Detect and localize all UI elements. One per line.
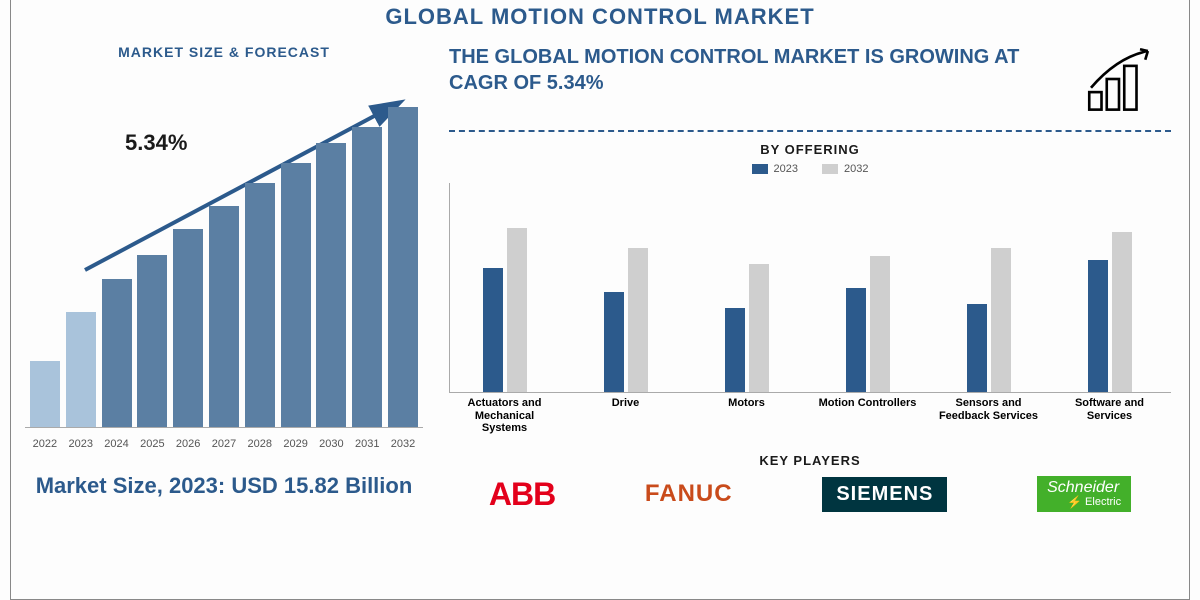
x-label: 2025 [136,438,168,450]
bar-col [136,255,168,427]
bar-col [29,361,61,427]
offering-bar-2023 [725,308,745,392]
x-label: 2032 [387,438,419,450]
logos-row: ABB FANUC SIEMENS Schneider ⚡Electric [449,476,1171,513]
bar-rect [316,143,346,427]
bar-rect [388,107,418,427]
legend-label-2032: 2032 [844,163,868,175]
bar-rect [281,163,311,427]
growth-chart-icon [1081,44,1171,114]
x-label: 2026 [172,438,204,450]
logo-fanuc: FANUC [645,480,733,508]
dashed-separator [449,130,1171,132]
growth-text: THE GLOBAL MOTION CONTROL MARKET IS GROW… [449,44,1061,96]
offering-bar-2032 [1112,232,1132,392]
offering-label: Motors [695,397,798,435]
offering-bar-2032 [870,256,890,392]
offering-bar-2023 [1088,260,1108,392]
logo-abb: ABB [489,476,555,513]
growth-row: THE GLOBAL MOTION CONTROL MARKET IS GROW… [449,44,1171,114]
bar-rect [209,206,239,427]
offering-label: Actuators and Mechanical Systems [453,397,556,435]
bar-rect [137,255,167,427]
right-column: THE GLOBAL MOTION CONTROL MARKET IS GROW… [429,38,1181,598]
offering-label: Software and Services [1058,397,1161,435]
x-label: 2027 [208,438,240,450]
offering-bar-2023 [967,304,987,392]
bar-col [172,229,204,427]
offering-group [1058,232,1161,392]
content-row: MARKET SIZE & FORECAST 5.34% 20222023202… [11,38,1189,598]
offering-group [937,248,1040,392]
market-size-chart: 5.34% 2022202320242025202620272028202920… [25,70,423,450]
x-label: 2029 [280,438,312,450]
page-title: GLOBAL MOTION CONTROL MARKET [11,0,1189,38]
x-label: 2024 [101,438,133,450]
bar-rect [30,361,60,427]
left-subhead: MARKET SIZE & FORECAST [25,44,423,60]
legend-swatch-2023 [752,164,768,174]
x-label: 2023 [65,438,97,450]
bar-col [65,312,97,428]
offering-bar-2032 [991,248,1011,392]
x-label: 2022 [29,438,61,450]
bar-col [244,183,276,427]
logo-siemens: SIEMENS [822,477,947,512]
bar-rect [245,183,275,427]
left-column: MARKET SIZE & FORECAST 5.34% 20222023202… [19,38,429,598]
offering-bar-2032 [628,248,648,392]
offering-label: Motion Controllers [816,397,919,435]
bar-col [280,163,312,427]
legend-label-2023: 2023 [774,163,798,175]
offering-bar-2032 [749,264,769,392]
bar-col [387,107,419,427]
offering-label: Sensors and Feedback Services [937,397,1040,435]
legend-item-2023: 2023 [752,163,798,175]
logo-schneider-top: Schneider [1047,480,1119,496]
x-label: 2031 [351,438,383,450]
by-offering-title: BY OFFERING [449,142,1171,157]
bar-col [351,127,383,427]
offering-bar-2023 [846,288,866,392]
key-players-title: KEY PLAYERS [449,453,1171,468]
x-label: 2028 [244,438,276,450]
offering-bar-2023 [483,268,503,392]
bar-rect [102,279,132,428]
bar-rect [66,312,96,428]
x-label: 2030 [316,438,348,450]
legend-item-2032: 2032 [822,163,868,175]
legend-swatch-2032 [822,164,838,174]
offering-group [816,256,919,392]
bar-col [316,143,348,427]
bar-col [101,279,133,428]
offering-labels: Actuators and Mechanical Systems Drive Mot… [449,393,1171,435]
offering-legend: 2023 2032 [449,163,1171,175]
offering-group [454,228,557,392]
title-text: GLOBAL MOTION CONTROL MARKET [385,4,814,29]
bar-col [208,206,240,427]
offering-bar-2032 [507,228,527,392]
logo-schneider-bot: ⚡Electric [1067,496,1121,508]
offering-group [696,264,799,392]
bar-rect [173,229,203,427]
offering-group [575,248,678,392]
offering-chart [449,183,1171,393]
logo-schneider: Schneider ⚡Electric [1037,476,1131,512]
bar-rect [352,127,382,427]
offering-bar-2023 [604,292,624,392]
bolt-icon: ⚡ [1067,496,1082,508]
market-size-text: Market Size, 2023: USD 15.82 Billion [25,472,423,500]
offering-label: Drive [574,397,677,435]
